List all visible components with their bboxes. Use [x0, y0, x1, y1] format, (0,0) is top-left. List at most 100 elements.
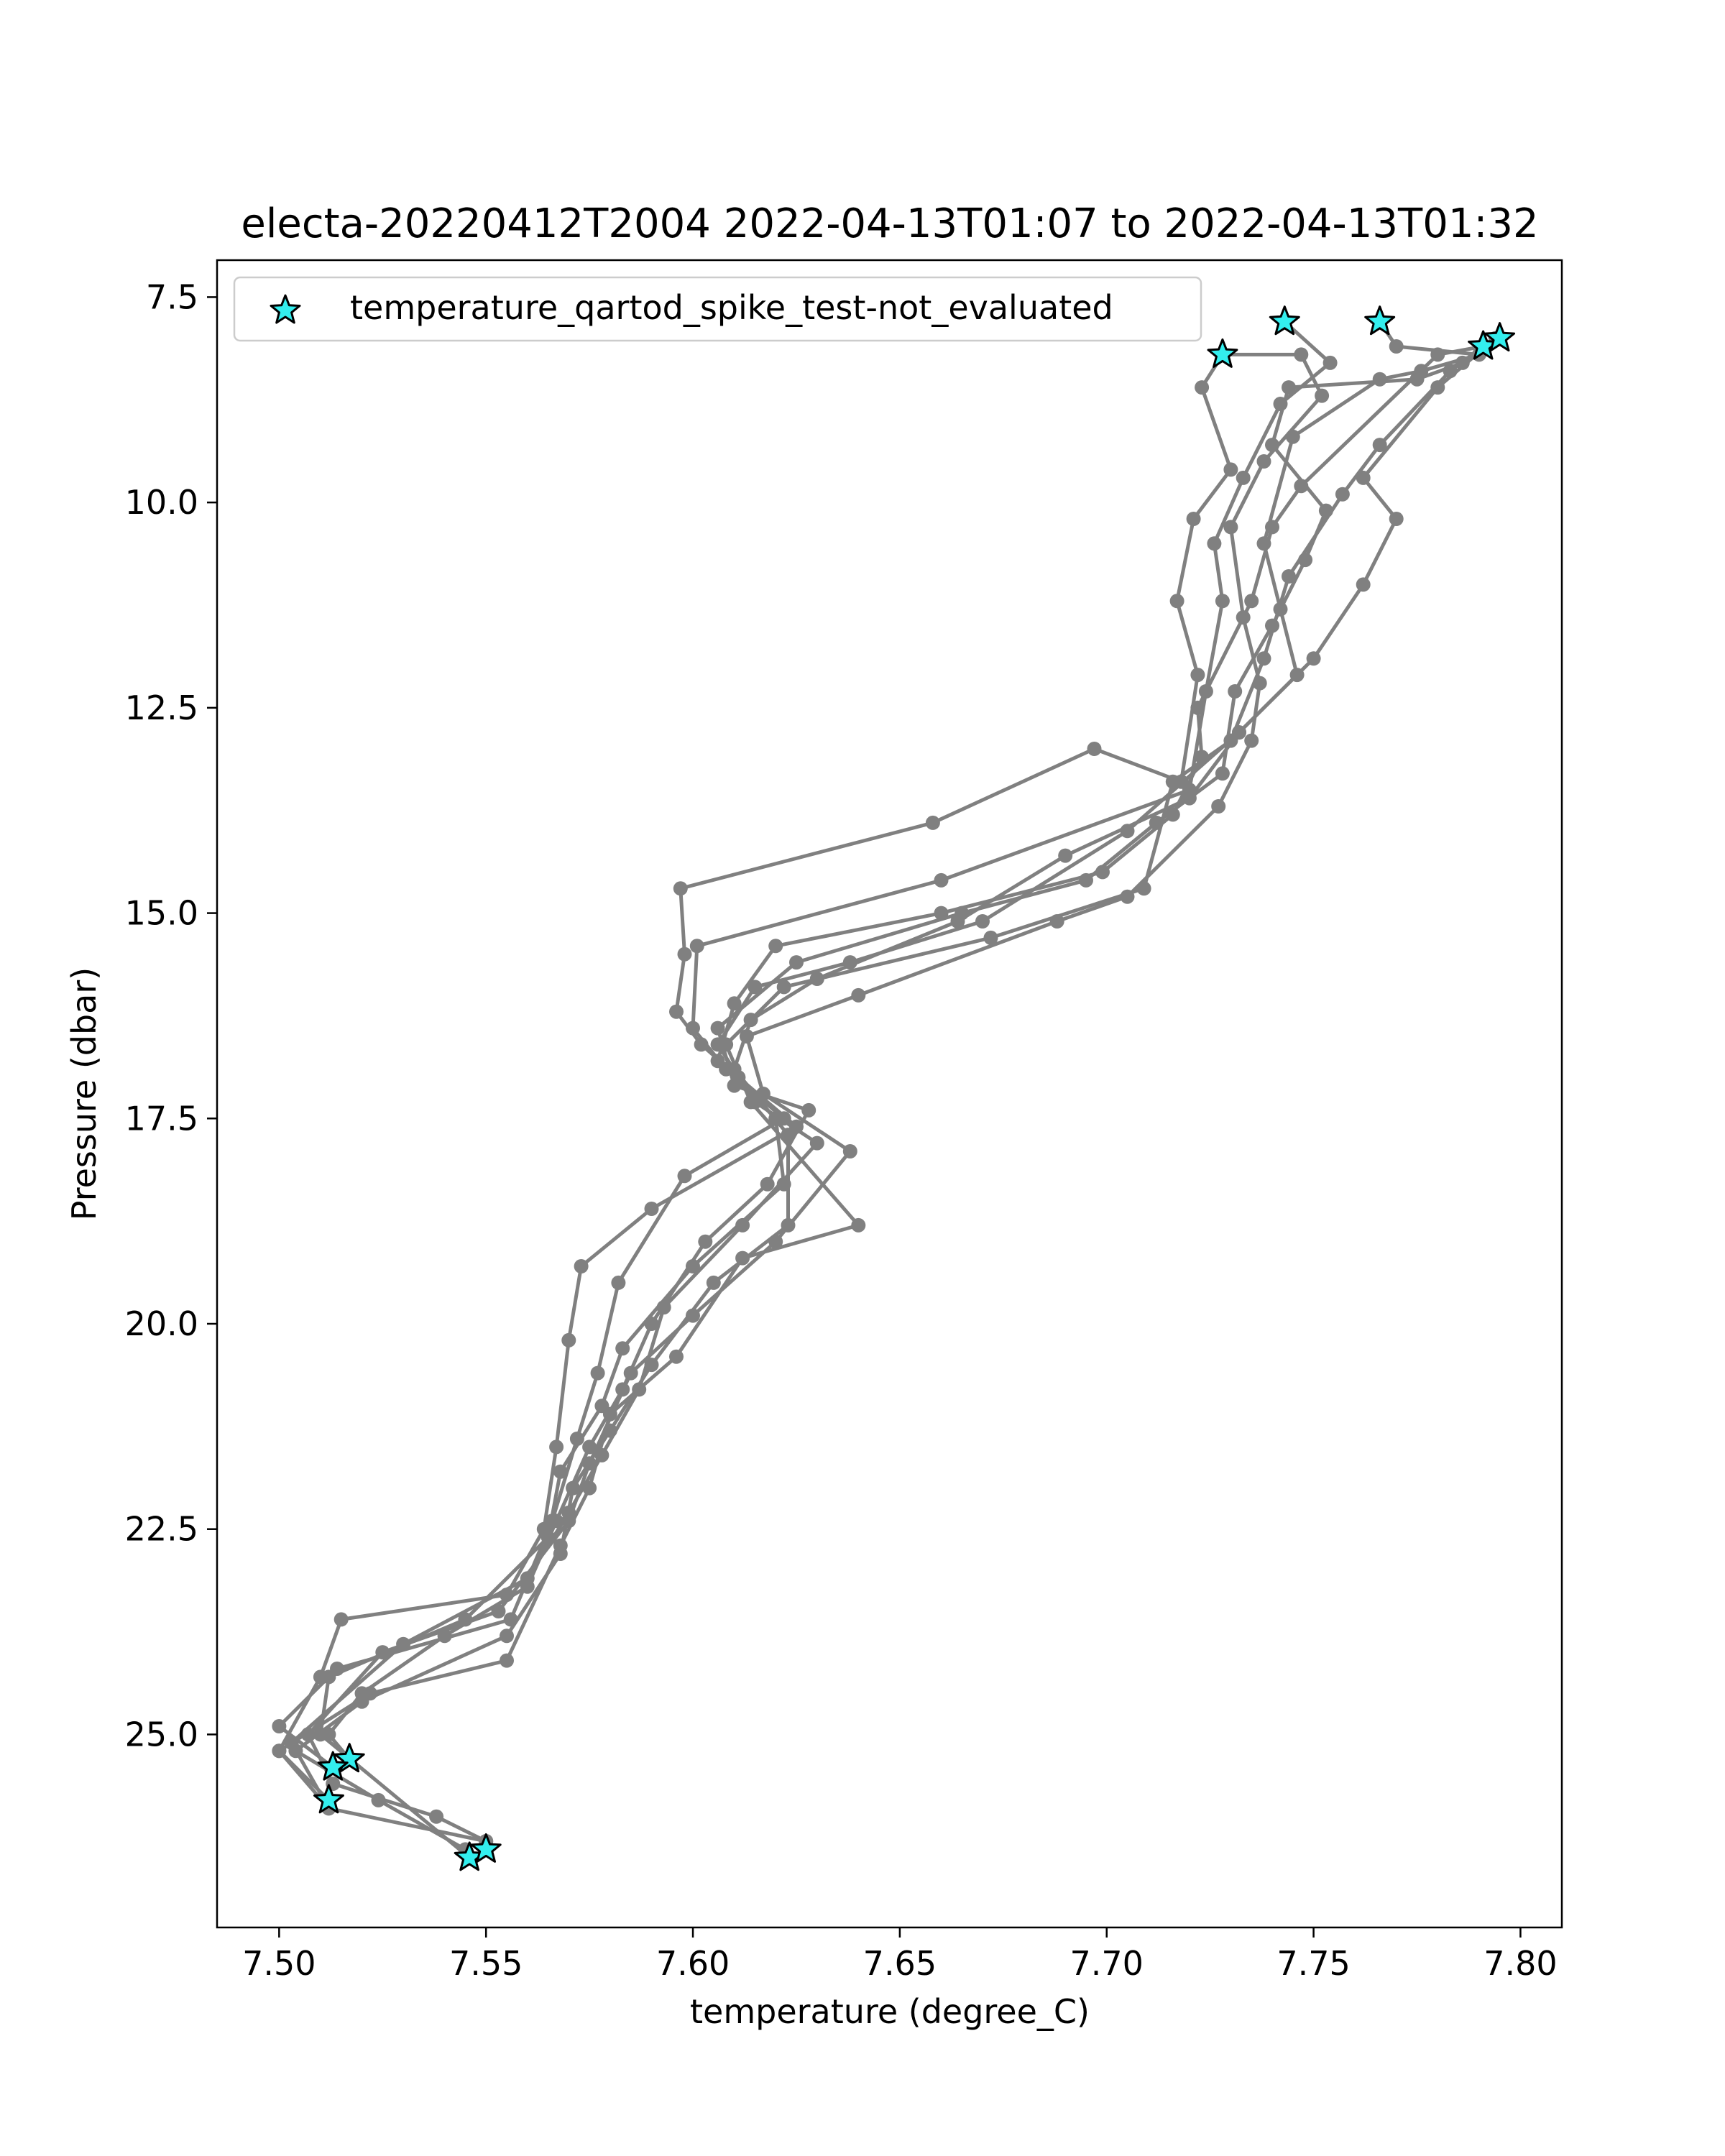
y-tick-label-1: 7.5	[146, 277, 198, 316]
profile-7-point-13	[739, 1029, 754, 1044]
profile-8-point-10	[983, 930, 998, 945]
flagged-point-star-5	[1484, 322, 1516, 352]
profile-4-point-19	[698, 1234, 713, 1249]
x-tick-label-6: 7.75	[1276, 1944, 1350, 1983]
profile-5-point-2	[1430, 347, 1445, 362]
profile-7-point-9	[1211, 799, 1226, 814]
legend: temperature_qartod_spike_test-not_evalua…	[233, 276, 1202, 342]
y-tick-label-7: 22.5	[125, 1510, 198, 1549]
profile-3-point-17	[809, 1135, 824, 1151]
profile-6-point-10	[950, 914, 965, 929]
y-tick-label-6: 20.0	[125, 1304, 198, 1343]
profile-7-point-5	[1223, 520, 1238, 535]
x-axis: 7.50 7.55 7.60 7.65 7.70 7.75 7.80	[242, 1927, 1558, 1983]
flagged-point-star-10	[470, 1833, 502, 1863]
profile-5-point-16	[686, 1259, 700, 1273]
profile-line-8	[277, 344, 1485, 1843]
legend-marker-star-icon	[270, 294, 301, 324]
flagged-point-star-3	[1364, 305, 1396, 336]
profile-4-point-14	[789, 955, 804, 970]
profile-1-point-16	[644, 1202, 659, 1216]
profile-5-point-22	[321, 1669, 336, 1685]
profile-5-point-17	[615, 1341, 630, 1356]
profile-7-point-2	[1294, 347, 1309, 362]
profile-8-point-15	[735, 1250, 750, 1266]
y-tick-label-3: 12.5	[125, 688, 198, 727]
profile-5-point-10	[934, 906, 949, 921]
profile-5-point-4	[1265, 520, 1279, 535]
x-tick-label-5: 7.70	[1070, 1944, 1144, 1983]
profile-7-point-17	[686, 1308, 700, 1323]
profile-8-point-4	[1335, 487, 1350, 502]
x-tick-label-4: 7.65	[863, 1944, 937, 1983]
y-axis: 7.5 10.0 12.5 15.0 17.5 20.0 22.5 25.0	[125, 277, 217, 1754]
y-axis-label: Pressure (dbar)	[65, 967, 104, 1220]
profile-7-point-12	[851, 987, 866, 1003]
flagged-point-star-2	[1269, 305, 1300, 336]
profile-5-point-11	[768, 939, 783, 954]
profile-8-point-13	[743, 1095, 758, 1110]
profile-1-point-5	[1169, 594, 1184, 609]
profile-8-point-6	[1256, 651, 1271, 666]
profile-7-point-4	[1256, 454, 1271, 469]
profile-8-point-7	[1223, 733, 1238, 748]
profile-line-7	[306, 352, 1324, 1843]
profile-7-point-22	[375, 1645, 390, 1660]
profile-2-point-15	[611, 1275, 626, 1290]
x-tick-label-2: 7.55	[449, 1944, 523, 1983]
profile-7-point-6	[1236, 610, 1251, 625]
profile-8-point-9	[1136, 881, 1151, 896]
profile-6-point-19	[566, 1480, 581, 1496]
profile-1-point-3	[1223, 462, 1238, 477]
profile-6-point-9	[1058, 848, 1073, 863]
profile-3-point-14	[748, 980, 763, 995]
profile-1-point-11	[677, 946, 692, 962]
profile-2-point-5	[1207, 536, 1222, 551]
chart-title: electa-20220412T2004 2022-04-13T01:07 to…	[241, 201, 1538, 247]
profile-5-point-3	[1294, 479, 1309, 494]
legend-box	[233, 276, 1202, 342]
flagged-point-star-7	[317, 1751, 349, 1781]
profile-3-point-12	[975, 914, 990, 929]
profile-7-point-3	[1315, 388, 1330, 403]
flagged-point-star-8	[313, 1784, 344, 1814]
profile-8-point-17	[602, 1406, 617, 1422]
profile-1-point-19	[549, 1439, 564, 1455]
flagged-points-layer	[313, 305, 1516, 1871]
profile-7-point-14	[755, 1087, 770, 1101]
profile-4-point-4	[1282, 380, 1296, 395]
profile-5-point-6	[1190, 700, 1205, 715]
profile-8-point-3	[1372, 438, 1387, 453]
profile-1-point-6	[1190, 668, 1205, 683]
profile-6-point-6	[1306, 651, 1321, 666]
profile-1-point-17	[574, 1259, 589, 1273]
profile-8-point-5	[1282, 569, 1296, 584]
y-tick-label-4: 15.0	[125, 894, 198, 933]
profile-line-5	[318, 344, 1484, 1859]
x-axis-label: temperature (degree_C)	[690, 1992, 1090, 2031]
profile-8-point-22	[272, 1743, 287, 1759]
profile-4-point-22	[582, 1439, 597, 1455]
profile-8-point-18	[582, 1480, 597, 1496]
profile-3-point-18	[735, 1217, 750, 1233]
profile-8-point-14	[851, 1217, 866, 1233]
profile-6-point-16	[706, 1275, 721, 1290]
profile-2-point-6	[1215, 594, 1230, 609]
y-tick-label-5: 17.5	[125, 1099, 198, 1138]
y-tick-label-2: 10.0	[125, 483, 198, 522]
y-tick-label-8: 25.0	[125, 1715, 198, 1754]
profile-1-point-18	[561, 1332, 576, 1348]
flagged-point-star-1	[1207, 338, 1238, 368]
profile-5-point-8	[1165, 807, 1180, 822]
profile-2-point-10	[689, 939, 704, 954]
profile-1-point-22	[334, 1612, 349, 1627]
legend-entry-label: temperature_qartod_spike_test-not_evalua…	[350, 288, 1113, 327]
profile-2-point-21	[272, 1719, 287, 1733]
profile-4-point-9	[1228, 684, 1243, 699]
profile-4-point-10	[1215, 766, 1230, 781]
profile-8-point-12	[719, 1037, 734, 1052]
profile-6-point-2	[1430, 380, 1445, 395]
profile-5-point-12	[727, 996, 742, 1011]
profile-6-point-23	[288, 1743, 303, 1759]
legend-star-shape	[270, 294, 301, 324]
